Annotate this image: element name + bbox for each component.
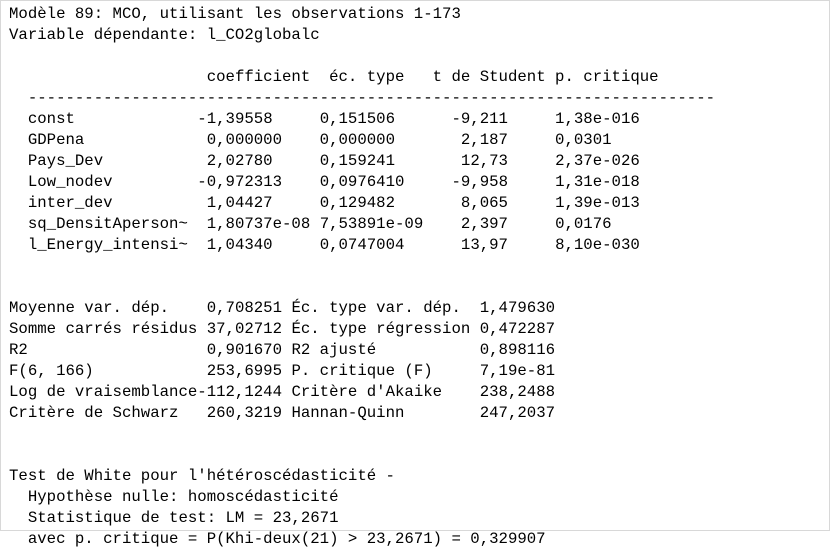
row-p-value: 2,37e-026 <box>555 152 640 170</box>
row-std-error: 0,129482 <box>319 194 395 212</box>
row-p-value: 0,0301 <box>555 131 612 149</box>
stat-label: Hannan-Quinn <box>291 404 405 422</box>
row-coefficient: 1,80737e-08 <box>206 215 311 233</box>
row-std-error: 0,0747004 <box>319 236 405 254</box>
row-std-error: 0,0976410 <box>319 173 405 191</box>
dependent-variable: Variable dépendante: l_CO2globalc <box>9 26 320 44</box>
stat-label: Log de vraisemblance <box>9 383 198 401</box>
row-coefficient: 2,02780 <box>206 152 273 170</box>
row-variable-name: GDPena <box>27 131 85 149</box>
regression-output-text: Modèle 89: MCO, utilisant les observatio… <box>9 4 715 550</box>
stat-value: 247,2037 <box>479 404 556 422</box>
row-t-stat: 2,187 <box>460 131 508 149</box>
table-row: inter_dev 1,04427 0,129482 8,065 1,39e-0… <box>9 194 640 212</box>
stat-value: 253,6995 <box>206 362 283 380</box>
row-std-error: 0,000000 <box>319 131 395 149</box>
stat-label: Moyenne var. dép. <box>9 299 170 317</box>
table-row: const -1,39558 0,151506 -9,211 1,38e-016 <box>9 110 640 128</box>
stat-value: -112,1244 <box>197 383 283 401</box>
row-p-value: 8,10e-030 <box>555 236 640 254</box>
stat-value: 0,708251 <box>206 299 283 317</box>
table-header-3: t de Student <box>432 68 546 86</box>
stat-value: 37,02712 <box>206 320 283 338</box>
stat-value: 260,3219 <box>206 404 283 422</box>
stat-row: Moyenne var. dép. 0,708251 Éc. type var.… <box>9 299 555 317</box>
stat-value: 238,2488 <box>479 383 556 401</box>
model-title: Modèle 89: MCO, utilisant les observatio… <box>9 5 461 23</box>
row-p-value: 1,39e-013 <box>555 194 640 212</box>
white-test-pvalue: avec p. critique = P(Khi-deux(21) > 23,2… <box>27 530 546 548</box>
table-row: Low_nodev -0,972313 0,0976410 -9,958 1,3… <box>9 173 640 191</box>
stat-label: Éc. type var. dép. <box>291 299 461 317</box>
stat-value: 0,472287 <box>479 320 556 338</box>
table-header-4: p. critique <box>555 68 659 86</box>
table-row: l_Energy_intensi~ 1,04340 0,0747004 13,9… <box>9 236 640 254</box>
table-header-2: éc. type <box>329 68 405 86</box>
stat-value: 0,901670 <box>206 341 283 359</box>
row-coefficient: -1,39558 <box>197 110 273 128</box>
row-coefficient: 0,000000 <box>206 131 283 149</box>
row-p-value: 1,38e-016 <box>555 110 640 128</box>
row-variable-name: const <box>27 110 75 128</box>
stat-row: Somme carrés résidus 37,02712 Éc. type r… <box>9 320 555 338</box>
row-t-stat: 13,97 <box>460 236 508 254</box>
table-row: Pays_Dev 2,02780 0,159241 12,73 2,37e-02… <box>9 152 640 170</box>
row-coefficient: 1,04427 <box>206 194 273 212</box>
stat-row: Critère de Schwarz 260,3219 Hannan-Quinn… <box>9 404 555 422</box>
row-coefficient: -0,972313 <box>197 173 283 191</box>
row-t-stat: 12,73 <box>460 152 508 170</box>
stat-label: F(6, 166) <box>9 362 94 380</box>
stat-label: P. critique (F) <box>291 362 433 380</box>
row-t-stat: -9,958 <box>451 173 508 191</box>
coefficient-table: coefficient éc. type t de Student p. cri… <box>9 68 715 254</box>
stat-label: R2 <box>9 341 28 359</box>
stat-value: 1,479630 <box>479 299 556 317</box>
table-separator: ----------------------------------------… <box>27 89 716 107</box>
row-std-error: 0,151506 <box>319 110 395 128</box>
row-variable-name: inter_dev <box>27 194 113 212</box>
row-variable-name: Low_nodev <box>27 173 113 191</box>
row-t-stat: -9,211 <box>451 110 508 128</box>
model-statistics: Moyenne var. dép. 0,708251 Éc. type var.… <box>9 299 555 422</box>
stat-label: R2 ajusté <box>291 341 377 359</box>
stat-label: Éc. type régression <box>291 320 471 338</box>
white-test-hypothesis: Hypothèse nulle: homoscédasticité <box>27 488 339 506</box>
row-std-error: 7,53891e-09 <box>319 215 424 233</box>
row-coefficient: 1,04340 <box>206 236 273 254</box>
stat-label: Critère de Schwarz <box>9 404 179 422</box>
table-row: GDPena 0,000000 0,000000 2,187 0,0301 <box>9 131 612 149</box>
table-row: sq_DensitAperson~ 1,80737e-08 7,53891e-0… <box>9 215 612 233</box>
white-test-statistic: Statistique de test: LM = 23,2671 <box>27 509 339 527</box>
stat-row: R2 0,901670 R2 ajusté 0,898116 <box>9 341 555 359</box>
row-t-stat: 8,065 <box>460 194 508 212</box>
stat-row: Log de vraisemblance-112,1244 Critère d'… <box>9 383 555 401</box>
row-variable-name: sq_DensitAperson~ <box>27 215 188 233</box>
white-test-title: Test de White pour l'hétéroscédasticité … <box>9 467 395 485</box>
stat-value: 7,19e-81 <box>479 362 556 380</box>
stat-label: Critère d'Akaike <box>291 383 443 401</box>
stat-label: Somme carrés résidus <box>9 320 198 338</box>
row-std-error: 0,159241 <box>319 152 395 170</box>
row-t-stat: 2,397 <box>460 215 508 233</box>
row-variable-name: Pays_Dev <box>27 152 104 170</box>
row-p-value: 0,0176 <box>555 215 612 233</box>
stat-row: F(6, 166) 253,6995 P. critique (F) 7,19e… <box>9 362 555 380</box>
row-p-value: 1,31e-018 <box>555 173 640 191</box>
row-variable-name: l_Energy_intensi~ <box>27 236 188 254</box>
table-header-1: coefficient <box>206 68 311 86</box>
stat-value: 0,898116 <box>479 341 556 359</box>
